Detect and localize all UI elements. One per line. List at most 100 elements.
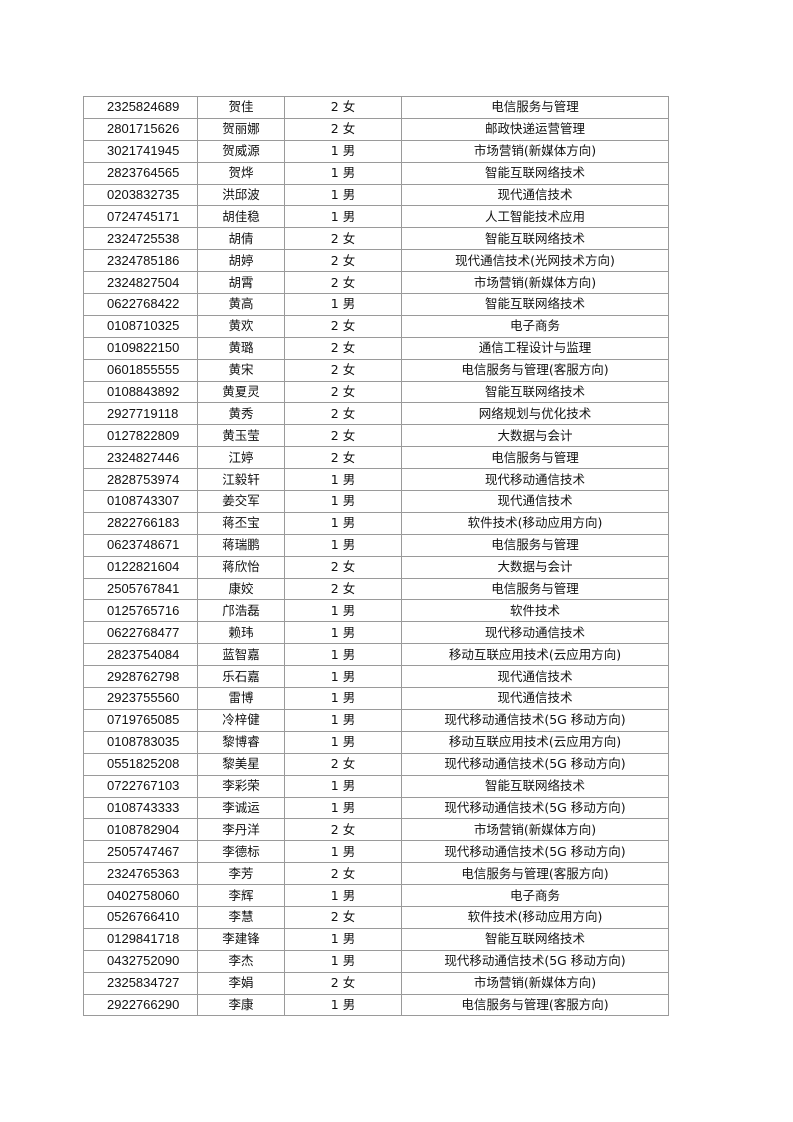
- name-cell: 黎博睿: [197, 730, 285, 754]
- major-cell: 现代移动通信技术(5G 移动方向): [401, 840, 669, 864]
- table-row: 0108783035 黎博睿 1 男移动互联应用技术(云应用方向): [83, 730, 669, 754]
- table-row: 0719765085 冷梓健 1 男现代移动通信技术(5G 移动方向): [83, 708, 669, 732]
- table-row: 2324765363 李芳 2 女电信服务与管理(客服方向): [83, 862, 669, 886]
- gender-cell: 1 男: [284, 161, 402, 185]
- gender-cell: 2 女: [284, 271, 402, 295]
- student-id-cell: 0108743307: [83, 490, 198, 513]
- gender-cell: 1 男: [284, 927, 402, 951]
- name-cell: 蒋欣怡: [197, 555, 285, 579]
- gender-cell: 1 男: [284, 511, 402, 535]
- gender-cell: 1 男: [284, 730, 402, 754]
- student-id-cell: 0125765716: [83, 599, 198, 623]
- major-cell: 市场营销(新媒体方向): [401, 818, 669, 842]
- gender-cell: 1 男: [284, 205, 402, 229]
- major-cell: 现代通信技术: [401, 665, 669, 689]
- gender-cell: 2 女: [284, 752, 402, 776]
- name-cell: 黄璐: [197, 336, 285, 360]
- gender-cell: 2 女: [284, 380, 402, 404]
- name-cell: 黄夏灵: [197, 380, 285, 404]
- gender-cell: 2 女: [284, 96, 402, 119]
- student-id-cell: 2324785186: [83, 249, 198, 273]
- name-cell: 李杰: [197, 949, 285, 973]
- gender-cell: 2 女: [284, 227, 402, 251]
- name-cell: 李辉: [197, 884, 285, 907]
- major-cell: 邮政快递运营管理: [401, 117, 669, 141]
- major-cell: 电信服务与管理: [401, 533, 669, 557]
- name-cell: 邝浩磊: [197, 599, 285, 623]
- name-cell: 黄欢: [197, 314, 285, 338]
- name-cell: 蒋瑞鹏: [197, 533, 285, 557]
- name-cell: 贺佳: [197, 96, 285, 119]
- student-id-cell: 2823754084: [83, 643, 198, 667]
- major-cell: 电子商务: [401, 314, 669, 338]
- student-id-cell: 2822766183: [83, 511, 198, 535]
- major-cell: 智能互联网络技术: [401, 293, 669, 316]
- name-cell: 黄玉莹: [197, 424, 285, 448]
- gender-cell: 2 女: [284, 818, 402, 842]
- major-cell: 电信服务与管理(客服方向): [401, 358, 669, 382]
- student-id-cell: 2801715626: [83, 117, 198, 141]
- student-id-cell: 2324765363: [83, 862, 198, 886]
- gender-cell: 1 男: [284, 840, 402, 864]
- gender-cell: 1 男: [284, 599, 402, 623]
- table-row: 2822766183 蒋丕宝 1 男软件技术(移动应用方向): [83, 511, 669, 535]
- gender-cell: 1 男: [284, 993, 402, 1017]
- major-cell: 智能互联网络技术: [401, 380, 669, 404]
- gender-cell: 2 女: [284, 117, 402, 141]
- major-cell: 现代通信技术: [401, 183, 669, 207]
- major-cell: 软件技术(移动应用方向): [401, 905, 669, 929]
- student-id-cell: 0108783035: [83, 730, 198, 754]
- name-cell: 蓝智嘉: [197, 643, 285, 667]
- name-cell: 李康: [197, 993, 285, 1017]
- student-id-cell: 0108710325: [83, 314, 198, 338]
- name-cell: 乐石嘉: [197, 665, 285, 689]
- table-row: 0108743307 姜交军 1 男现代通信技术: [83, 490, 669, 513]
- gender-cell: 1 男: [284, 139, 402, 163]
- major-cell: 移动互联应用技术(云应用方向): [401, 730, 669, 754]
- student-id-cell: 0203832735: [83, 183, 198, 207]
- name-cell: 黎美星: [197, 752, 285, 776]
- student-id-cell: 0526766410: [83, 905, 198, 929]
- major-cell: 现代通信技术(光网技术方向): [401, 249, 669, 273]
- table-row: 0108782904 李丹洋 2 女市场营销(新媒体方向): [83, 818, 669, 842]
- name-cell: 雷博: [197, 687, 285, 710]
- gender-cell: 2 女: [284, 971, 402, 995]
- major-cell: 电信服务与管理: [401, 446, 669, 470]
- gender-cell: 2 女: [284, 358, 402, 382]
- student-id-cell: 2324827446: [83, 446, 198, 470]
- table-row: 3021741945 贺威源 1 男市场营销(新媒体方向): [83, 139, 669, 163]
- name-cell: 贺威源: [197, 139, 285, 163]
- name-cell: 胡倩: [197, 227, 285, 251]
- table-row: 0108843892 黄夏灵 2 女智能互联网络技术: [83, 380, 669, 404]
- table-row: 2922766290 李康 1 男电信服务与管理(客服方向): [83, 993, 669, 1017]
- table-row: 2324725538 胡倩 2 女智能互联网络技术: [83, 227, 669, 251]
- table-row: 0125765716 邝浩磊 1 男软件技术: [83, 599, 669, 623]
- student-id-cell: 2505747467: [83, 840, 198, 864]
- gender-cell: 1 男: [284, 621, 402, 645]
- gender-cell: 1 男: [284, 687, 402, 710]
- student-id-cell: 3021741945: [83, 139, 198, 163]
- table-row: 2505767841 康姣 2 女电信服务与管理: [83, 577, 669, 601]
- name-cell: 贺丽娜: [197, 117, 285, 141]
- major-cell: 大数据与会计: [401, 424, 669, 448]
- major-cell: 现代移动通信技术: [401, 621, 669, 645]
- table-row: 0108710325 黄欢 2 女电子商务: [83, 314, 669, 338]
- name-cell: 冷梓健: [197, 708, 285, 732]
- name-cell: 江婷: [197, 446, 285, 470]
- table-body: 2325824689 贺佳 2 女电信服务与管理 2801715626 贺丽娜 2 女邮政…: [83, 96, 669, 1017]
- major-cell: 大数据与会计: [401, 555, 669, 579]
- name-cell: 江毅轩: [197, 468, 285, 492]
- student-id-cell: 2923755560: [83, 687, 198, 710]
- student-id-cell: 0402758060: [83, 884, 198, 907]
- gender-cell: 1 男: [284, 949, 402, 973]
- gender-cell: 1 男: [284, 774, 402, 798]
- major-cell: 现代移动通信技术: [401, 468, 669, 492]
- gender-cell: 1 男: [284, 708, 402, 732]
- major-cell: 现代通信技术: [401, 490, 669, 513]
- major-cell: 移动互联应用技术(云应用方向): [401, 643, 669, 667]
- student-id-cell: 0724745171: [83, 205, 198, 229]
- table-row: 0203832735 洪邱波 1 男现代通信技术: [83, 183, 669, 207]
- name-cell: 姜交军: [197, 490, 285, 513]
- student-id-cell: 2828753974: [83, 468, 198, 492]
- major-cell: 现代通信技术: [401, 687, 669, 710]
